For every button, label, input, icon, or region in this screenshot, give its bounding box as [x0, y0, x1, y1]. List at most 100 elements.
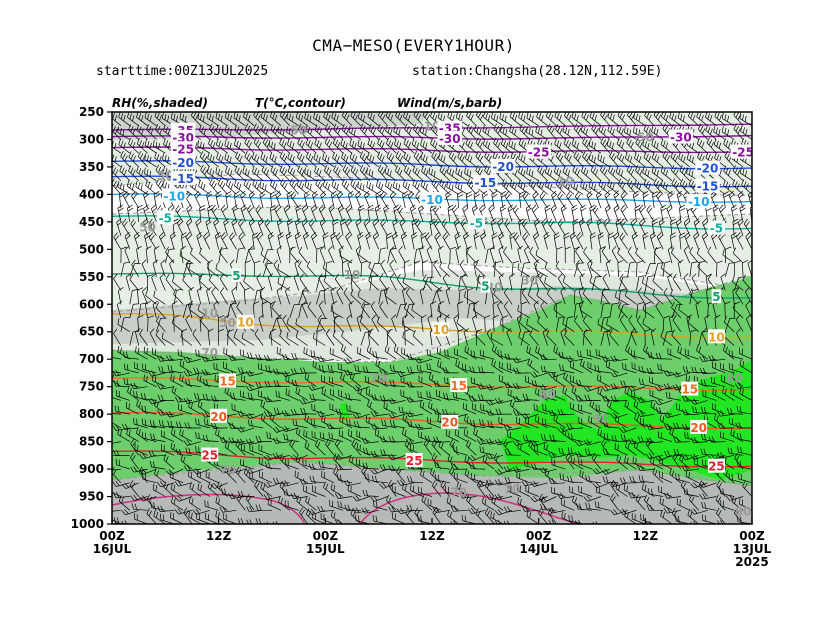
wind-barb [115, 458, 130, 470]
temperature-labels: -35-35-30-30-30-25-25-25-20-20-20-15-15-… [156, 120, 752, 474]
wind-barb [672, 452, 682, 470]
temp-contour-label: -20 [492, 160, 514, 174]
wind-barb [350, 165, 362, 181]
wind-barb [461, 273, 468, 291]
wind-barb [562, 276, 575, 291]
wind-barb [490, 218, 497, 236]
wind-barb [657, 363, 673, 374]
wind-barb [311, 430, 326, 442]
wind-barb [285, 388, 299, 401]
wind-barb [403, 138, 415, 154]
wind-barb [529, 329, 539, 346]
temp-label-bg [690, 419, 708, 434]
wind-barb [244, 260, 251, 277]
wind-barb [133, 232, 141, 250]
wind-barb [336, 287, 344, 305]
wind-barb [737, 446, 752, 456]
wind-barb [733, 260, 741, 277]
wind-barb [715, 507, 726, 524]
wind-barb [662, 123, 673, 140]
wind-barb [309, 475, 326, 484]
wind-barb [272, 437, 290, 444]
wind-barb [130, 452, 139, 470]
wind-barb [412, 330, 424, 346]
wind-barb [426, 390, 441, 401]
wind-barb [637, 464, 655, 472]
wind-barb [642, 317, 655, 332]
wind-barb [263, 410, 281, 417]
wind-barb [678, 152, 691, 168]
wind-barb [535, 273, 541, 291]
wind-barb [606, 328, 612, 346]
wind-barb [215, 496, 228, 511]
wind-barb [334, 273, 344, 291]
wind-barb [183, 439, 201, 446]
wind-barb [315, 178, 326, 195]
wind-barb [739, 167, 752, 181]
wind-barb [708, 436, 726, 443]
wind-barb [369, 275, 378, 291]
wind-barb [350, 179, 362, 195]
wind-barb [736, 405, 752, 415]
wind-barb [671, 178, 682, 195]
wind-barb [413, 123, 424, 140]
wind-barb [402, 287, 408, 305]
wind-barb [610, 355, 628, 362]
wind-barb [128, 165, 139, 181]
wind-barb [256, 273, 264, 291]
wind-barb [494, 493, 513, 500]
wind-barb [653, 178, 664, 195]
temp-label-bg [170, 170, 196, 185]
wind-barb [576, 232, 584, 250]
wind-barb [436, 286, 442, 305]
wind-barb [385, 232, 393, 250]
wind-barb [581, 165, 593, 181]
wind-barb [257, 218, 265, 236]
wind-barb [379, 273, 388, 291]
wind-barb [417, 486, 433, 497]
wind-barb [658, 470, 673, 484]
wind-barb [495, 408, 513, 415]
wind-barb [465, 191, 473, 209]
wind-barb [301, 300, 308, 319]
wind-barb [112, 491, 130, 498]
wind-barb [389, 259, 397, 277]
wind-barb [117, 428, 130, 442]
wind-barb [217, 178, 228, 195]
wind-barb [700, 448, 717, 456]
wind-barb [294, 232, 301, 250]
wind-barb [312, 360, 326, 374]
wind-barb [583, 439, 601, 446]
wind-barb [420, 152, 433, 168]
wind-barb [311, 485, 326, 497]
wind-barb [269, 191, 277, 209]
wind-barb [268, 140, 282, 154]
wind-barb [112, 397, 122, 401]
wind-barb [209, 178, 219, 195]
wind-barb [330, 483, 344, 497]
wind-barb [485, 494, 504, 501]
wind-barb [141, 363, 157, 374]
wind-barb [360, 303, 371, 319]
wind-barb [267, 498, 282, 511]
wind-barb [300, 407, 317, 415]
wind-barb [535, 387, 548, 401]
wind-barb [197, 112, 210, 126]
wind-barb [213, 218, 220, 236]
wind-barb [538, 493, 548, 511]
wind-barb [643, 179, 655, 195]
wind-barb [744, 287, 752, 305]
wind-barb [464, 455, 477, 470]
wind-barb [129, 480, 139, 497]
wind-barb [459, 259, 468, 277]
wind-barb [689, 261, 698, 277]
wind-barb [681, 409, 699, 416]
wind-barb [330, 510, 344, 524]
wind-barb [171, 496, 184, 511]
wind-barb [241, 374, 255, 388]
wind-barb [475, 261, 486, 278]
wind-barb [573, 151, 584, 168]
wind-barb [501, 179, 513, 195]
wind-barb [651, 139, 664, 154]
wind-barb [657, 431, 673, 442]
